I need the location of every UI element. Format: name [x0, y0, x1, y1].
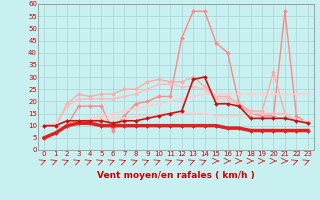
X-axis label: Vent moyen/en rafales ( km/h ): Vent moyen/en rafales ( km/h ): [97, 171, 255, 180]
